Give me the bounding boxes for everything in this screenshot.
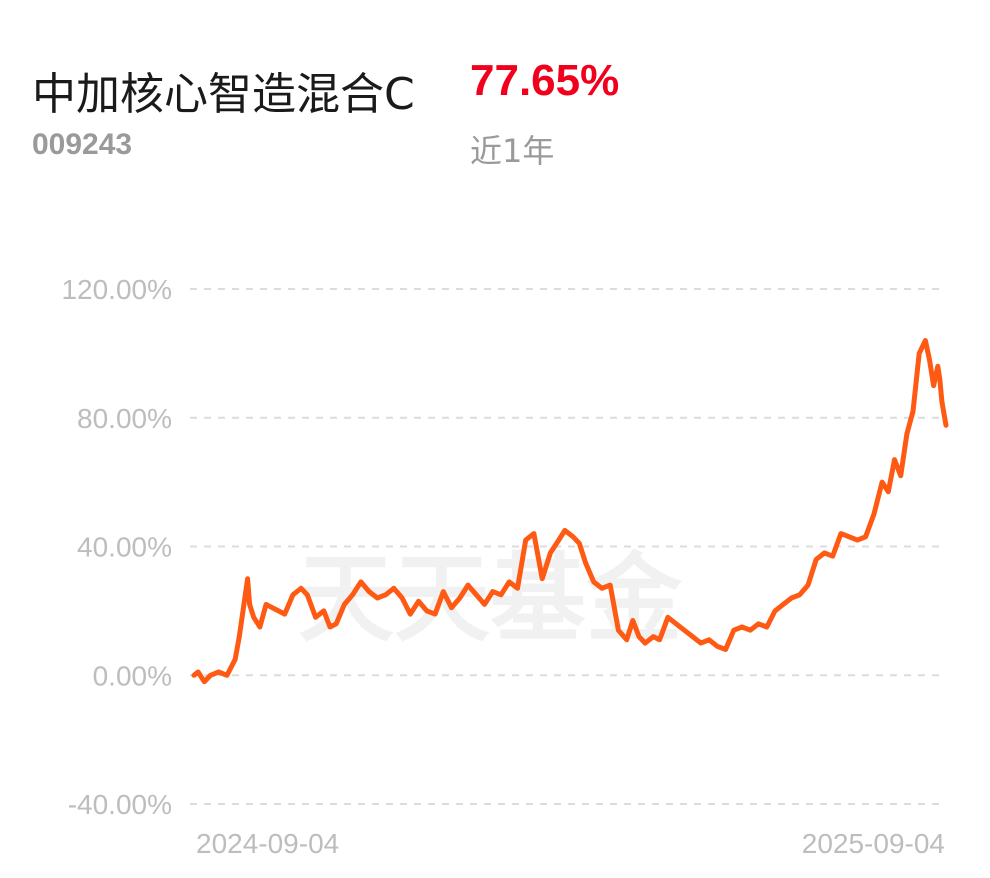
fund-name: 中加核心智造混合C <box>32 69 415 120</box>
y-axis-ticks: 120.00% 80.00% 40.00% 0.00% -40.00% <box>61 274 172 820</box>
fund-header: 中加核心智造混合C 009243 77.65% 近1年 <box>32 50 962 180</box>
x-tick-label: 2024-09-04 <box>196 828 339 859</box>
period-label[interactable]: 近1年 <box>470 132 555 170</box>
return-value: 77.65% <box>470 56 620 105</box>
fund-code: 009243 <box>32 128 133 161</box>
y-tick-label: 0.00% <box>93 660 172 691</box>
return-line <box>191 338 949 685</box>
x-axis-ticks: 2024-09-04 2025-09-04 <box>196 828 945 859</box>
y-tick-label: -40.00% <box>68 789 172 820</box>
y-tick-label: 80.00% <box>77 403 172 434</box>
y-tick-label: 120.00% <box>61 274 172 305</box>
x-tick-label: 2025-09-04 <box>802 828 945 859</box>
grid-lines <box>190 288 946 805</box>
y-tick-label: 40.00% <box>77 532 172 563</box>
